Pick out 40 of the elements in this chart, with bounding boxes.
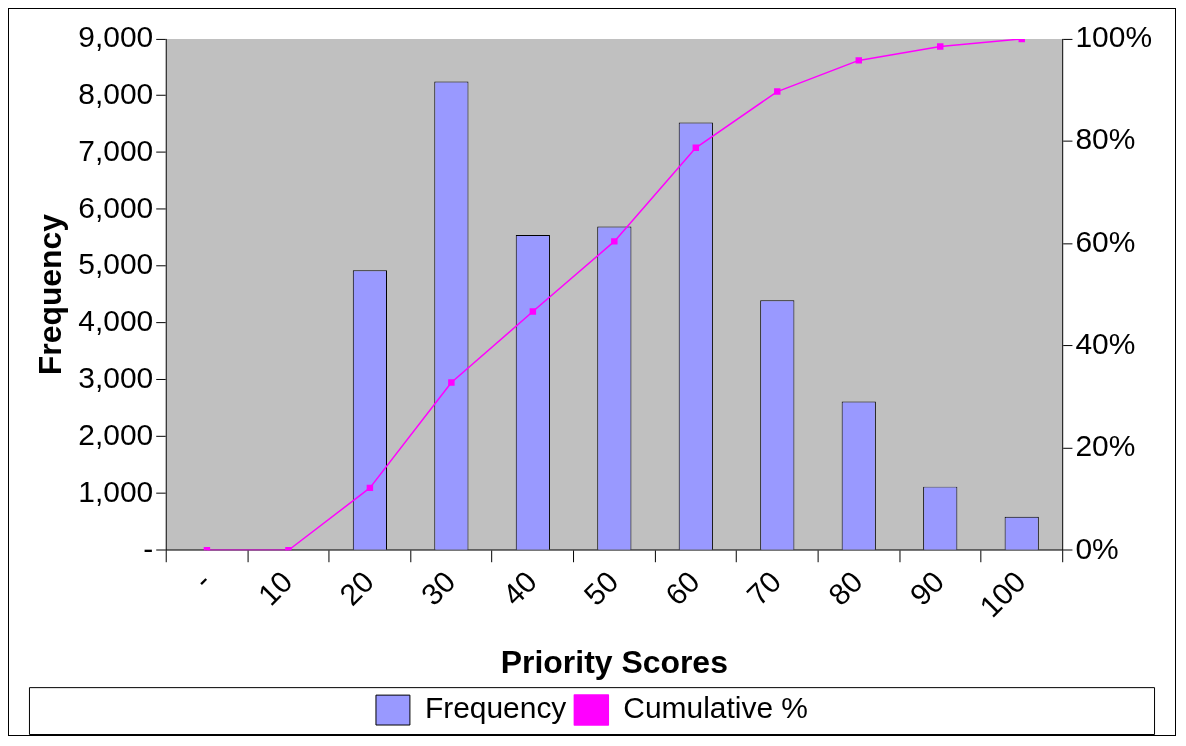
y2-tick-label: 0% <box>1075 531 1119 565</box>
y-tick-label: 5,000 <box>78 247 154 281</box>
x-tick-label: 60 <box>658 564 706 612</box>
x-tick-label: 20 <box>333 564 380 612</box>
point <box>774 88 781 95</box>
point <box>611 238 618 245</box>
y-tick-label: 7,000 <box>78 133 154 167</box>
y-tick-label: 6,000 <box>78 190 154 224</box>
y2-tick-label: 60% <box>1075 224 1136 258</box>
y-tick-label: 4,000 <box>78 304 154 338</box>
point <box>366 484 374 492</box>
x-tick-label: 90 <box>903 564 951 612</box>
y-tick-label: - <box>143 531 154 565</box>
x-tick-label: 100 <box>973 564 1032 624</box>
x-tick-label: - <box>186 564 218 596</box>
y2-tick-label: 40% <box>1075 326 1136 360</box>
x-tick-label: 70 <box>740 564 788 612</box>
y-tick-label: 2,000 <box>78 417 154 451</box>
x-tick-label: 30 <box>414 564 462 612</box>
y-axis-title: Frequency <box>31 213 68 376</box>
x-tick-label: 50 <box>577 564 625 612</box>
y2-tick-label: 20% <box>1075 429 1136 463</box>
x-axis-title: Priority Scores <box>500 643 728 680</box>
legend-label: Frequency <box>424 691 567 725</box>
y2-tick-label: 80% <box>1075 122 1136 156</box>
point <box>1018 38 1025 43</box>
y-tick-label: 8,000 <box>78 76 154 110</box>
point <box>855 57 862 64</box>
x-tick-label: 40 <box>496 564 543 612</box>
y-tick-label: 3,000 <box>78 361 154 395</box>
x-tick-label: 80 <box>821 564 869 612</box>
y-tick-label: 1,000 <box>78 474 154 508</box>
point <box>692 144 700 152</box>
legend-label: Cumulative % <box>623 691 808 725</box>
point <box>529 308 537 315</box>
y-tick-label: 9,000 <box>78 20 154 54</box>
point <box>937 43 944 50</box>
y2-tick-label: 100% <box>1075 20 1153 54</box>
x-tick-label: 10 <box>251 564 299 612</box>
point <box>448 379 455 386</box>
